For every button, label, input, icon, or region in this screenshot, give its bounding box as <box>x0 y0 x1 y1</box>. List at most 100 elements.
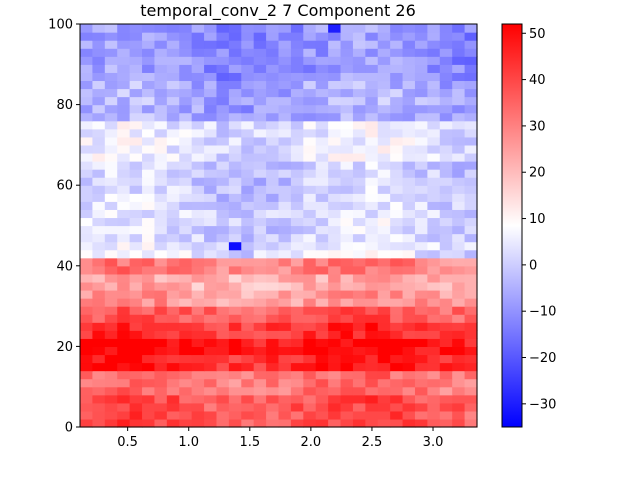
heatmap-cell <box>427 354 441 364</box>
heatmap-cell <box>452 56 466 65</box>
heatmap-cell <box>104 386 118 396</box>
y-tick-label: 80 <box>56 98 73 113</box>
heatmap-cell <box>80 322 94 331</box>
heatmap-cell <box>129 362 143 372</box>
heatmap-cell <box>204 128 218 138</box>
heatmap-cell <box>315 273 329 283</box>
heatmap-cell <box>328 48 342 57</box>
heatmap-cell <box>266 322 280 331</box>
heatmap-cell <box>191 281 205 291</box>
heatmap-cell <box>452 128 466 138</box>
heatmap-cell <box>390 362 404 372</box>
heatmap-cell <box>315 233 329 243</box>
heatmap-cell <box>377 273 391 283</box>
heatmap-cell <box>402 104 416 114</box>
heatmap-cell <box>253 169 267 178</box>
heatmap-cell <box>92 257 106 267</box>
heatmap-cell <box>377 386 391 396</box>
heatmap-cell <box>266 233 280 243</box>
heatmap-cell <box>427 394 441 404</box>
heatmap-cell <box>365 338 379 347</box>
heatmap-cell <box>303 96 317 106</box>
heatmap-cell <box>390 217 404 227</box>
heatmap-cell <box>365 362 379 372</box>
heatmap-cell <box>328 330 342 339</box>
heatmap-cell <box>204 217 218 227</box>
heatmap-cell <box>166 257 180 267</box>
heatmap-cell <box>104 217 118 227</box>
heatmap-cell <box>328 161 342 170</box>
heatmap-cell <box>117 257 131 267</box>
heatmap-cell <box>129 314 143 323</box>
heatmap-cell <box>216 40 230 49</box>
heatmap-cell <box>92 265 106 275</box>
heatmap-cell <box>253 273 267 283</box>
heatmap-cell <box>303 104 317 114</box>
heatmap-cell <box>464 64 478 73</box>
heatmap-cell <box>228 370 242 380</box>
heatmap-cell <box>352 56 366 65</box>
heatmap-cell <box>365 152 379 162</box>
plot-frame <box>79 23 478 428</box>
heatmap-cell <box>402 144 416 154</box>
heatmap-cell <box>340 330 354 339</box>
heatmap-cell <box>452 72 466 82</box>
heatmap-cell <box>377 136 391 146</box>
x-tick-label: 1.0 <box>178 435 199 450</box>
heatmap-cell <box>377 72 391 82</box>
heatmap-cell <box>315 265 329 275</box>
heatmap-cell <box>427 257 441 267</box>
heatmap-cell <box>278 281 292 291</box>
heatmap-cell <box>439 418 453 428</box>
heatmap-cell <box>427 24 441 33</box>
heatmap-cell <box>216 209 230 219</box>
heatmap-cell <box>340 281 354 291</box>
heatmap-cell <box>340 24 354 33</box>
heatmap-cell <box>154 209 168 219</box>
heatmap-cell <box>452 370 466 380</box>
heatmap-cell <box>427 298 441 307</box>
heatmap-cell <box>117 161 131 170</box>
heatmap-cell <box>427 40 441 49</box>
heatmap-cell <box>154 249 168 259</box>
heatmap-cell <box>377 80 391 90</box>
heatmap-cell <box>414 418 428 428</box>
heatmap-cell <box>266 217 280 227</box>
heatmap-cell <box>216 144 230 154</box>
heatmap-cell <box>402 128 416 138</box>
heatmap-cell <box>92 378 106 388</box>
heatmap-cell <box>154 281 168 291</box>
heatmap-cell <box>166 217 180 227</box>
heatmap-cell <box>142 233 156 243</box>
heatmap-cell <box>402 225 416 235</box>
heatmap-cell <box>290 48 304 57</box>
heatmap-cell <box>427 217 441 227</box>
heatmap-cell <box>464 217 478 227</box>
heatmap-cell <box>377 322 391 331</box>
heatmap-cell <box>452 233 466 243</box>
heatmap-cell <box>142 273 156 283</box>
heatmap-cell <box>315 120 329 130</box>
heatmap-cell <box>427 386 441 396</box>
heatmap-cell <box>80 48 94 57</box>
heatmap-cell <box>365 402 379 412</box>
heatmap-cell <box>352 378 366 388</box>
heatmap-cell <box>266 177 280 186</box>
heatmap-cell <box>80 265 94 275</box>
heatmap-cell <box>427 64 441 73</box>
heatmap-cell <box>204 144 218 154</box>
heatmap-cell <box>80 72 94 82</box>
heatmap-cell <box>402 88 416 98</box>
heatmap-cell <box>414 144 428 154</box>
heatmap-cell <box>241 201 255 210</box>
heatmap-cell <box>166 402 180 412</box>
heatmap-cell <box>377 330 391 339</box>
heatmap-cell <box>340 144 354 154</box>
heatmap-cell <box>464 96 478 106</box>
heatmap-cell <box>328 104 342 114</box>
x-tick-label: 2.5 <box>362 435 383 450</box>
heatmap-cell <box>439 80 453 90</box>
heatmap-cell <box>92 346 106 356</box>
heatmap-cell <box>365 306 379 315</box>
heatmap-cell <box>204 24 218 33</box>
